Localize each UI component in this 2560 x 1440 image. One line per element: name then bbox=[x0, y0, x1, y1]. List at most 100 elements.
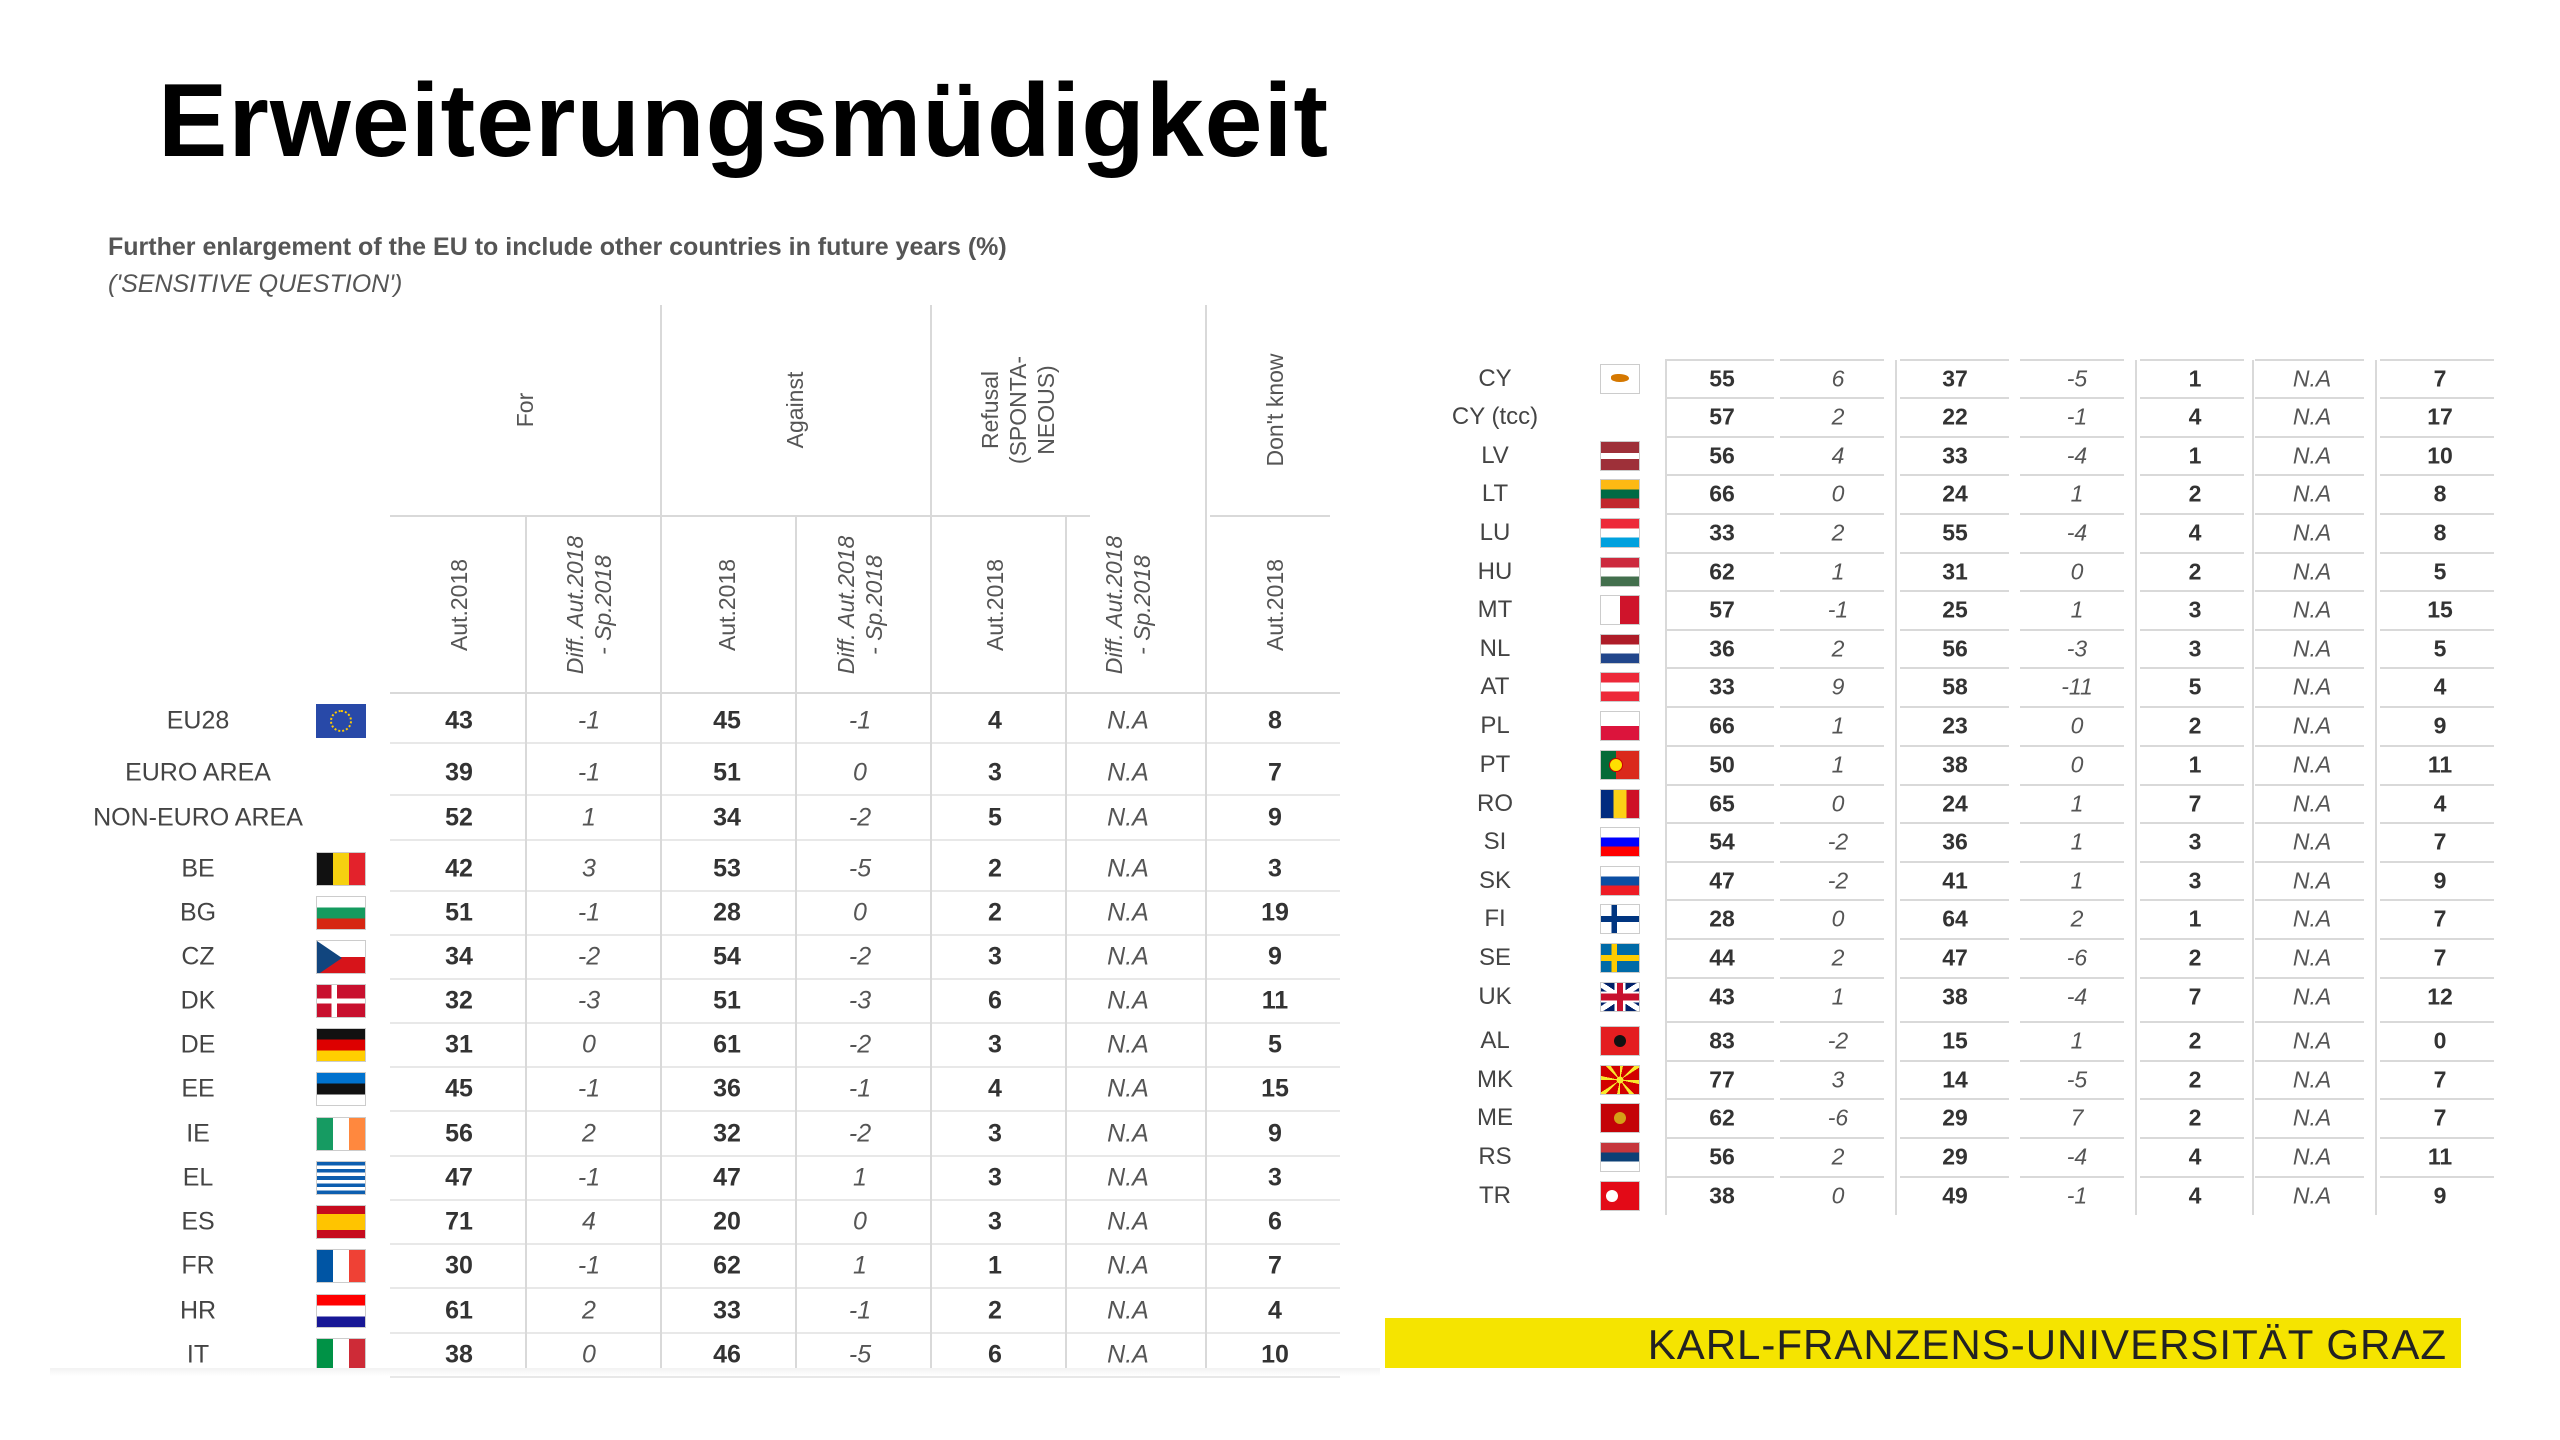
row-divider bbox=[390, 1332, 1340, 1334]
table-cell: 51 bbox=[445, 898, 473, 927]
row-divider bbox=[1780, 436, 1884, 438]
table-cell: 5 bbox=[1268, 1030, 1282, 1059]
table-cell: 36 bbox=[713, 1074, 741, 1103]
row-divider bbox=[2255, 784, 2364, 786]
bg-flag-icon bbox=[316, 896, 366, 930]
fr-flag-icon bbox=[316, 1249, 366, 1283]
table-cell: 45 bbox=[713, 706, 741, 735]
table-cell: N.A bbox=[2292, 1066, 2332, 1093]
table-cell: -2 bbox=[1827, 828, 1849, 855]
table-cell: 36 bbox=[1942, 828, 1968, 855]
table-cell: -2 bbox=[848, 942, 872, 971]
col-header-diff: Diff. Aut.2018- Sp.2018 bbox=[1100, 536, 1156, 675]
table-cell: 9 bbox=[2433, 712, 2447, 739]
el-flag-icon bbox=[316, 1161, 366, 1195]
university-name: KARL-FRANZENS-UNIVERSITÄT GRAZ bbox=[1647, 1321, 2447, 1368]
table-cell: 47 bbox=[713, 1163, 741, 1192]
table-cell: -4 bbox=[2066, 442, 2088, 469]
row-divider bbox=[2255, 397, 2364, 399]
row-label: ES bbox=[181, 1207, 215, 1236]
table-cell: 64 bbox=[1942, 905, 1968, 932]
table-cell: -4 bbox=[2066, 519, 2088, 546]
row-divider bbox=[2380, 513, 2494, 515]
row-divider bbox=[1665, 938, 1774, 940]
table-cell: 0 bbox=[853, 898, 867, 927]
col-header-aut: Aut.2018 bbox=[714, 558, 740, 652]
row-divider bbox=[2020, 590, 2124, 592]
row-divider bbox=[1900, 590, 2009, 592]
table-cell: 1 bbox=[1831, 558, 1845, 585]
row-divider bbox=[2140, 745, 2244, 747]
row-divider bbox=[2140, 552, 2244, 554]
table-cell: N.A bbox=[2292, 558, 2332, 585]
table-cell: 11 bbox=[1261, 986, 1289, 1015]
table-cell: 53 bbox=[713, 854, 741, 883]
table-cell: 33 bbox=[713, 1296, 741, 1325]
table-cell: 2 bbox=[2188, 944, 2202, 971]
row-divider bbox=[1900, 629, 2009, 631]
cy-island-icon bbox=[1611, 373, 1629, 382]
table-cell: N.A bbox=[2292, 1027, 2332, 1054]
table-cell: -2 bbox=[848, 803, 872, 832]
table-cell: 2 bbox=[1831, 1143, 1845, 1170]
al-emblem-icon bbox=[1614, 1035, 1626, 1047]
row-divider bbox=[1665, 359, 1774, 361]
row-divider bbox=[2255, 706, 2364, 708]
table-cell: 3 bbox=[988, 1030, 1002, 1059]
table-cell: N.A bbox=[2292, 944, 2332, 971]
table-cell: 83 bbox=[1709, 1027, 1735, 1054]
table-cell: -1 bbox=[577, 1074, 601, 1103]
table-cell: 28 bbox=[713, 898, 741, 927]
table-cell: 0 bbox=[2070, 751, 2084, 778]
table-cell: 56 bbox=[1709, 1143, 1735, 1170]
table-cell: 52 bbox=[445, 803, 473, 832]
row-divider bbox=[390, 1022, 1340, 1024]
table-cell: 2 bbox=[2188, 1027, 2202, 1054]
ro-flag-icon bbox=[1600, 789, 1640, 819]
table-cell: 2 bbox=[1831, 944, 1845, 971]
row-divider bbox=[1900, 513, 2009, 515]
table-cell: 47 bbox=[1709, 867, 1735, 894]
table-cell: 3 bbox=[2188, 635, 2202, 662]
table-cell: 0 bbox=[1831, 1182, 1845, 1209]
row-divider bbox=[2380, 706, 2494, 708]
row-label: EL bbox=[182, 1163, 214, 1192]
row-divider bbox=[2255, 822, 2364, 824]
me-flag-icon bbox=[1600, 1103, 1640, 1133]
row-divider bbox=[2140, 784, 2244, 786]
row-label: FR bbox=[181, 1251, 215, 1280]
row-label: HR bbox=[179, 1296, 217, 1325]
table-cell: 0 bbox=[2433, 1027, 2447, 1054]
table-cell: 54 bbox=[1709, 828, 1735, 855]
row-divider bbox=[2380, 590, 2494, 592]
row-divider bbox=[1780, 1098, 1884, 1100]
table-cell: 4 bbox=[582, 1207, 596, 1236]
col-header-diff-line: - Sp.2018 bbox=[1129, 555, 1155, 655]
table-cell: 62 bbox=[1709, 558, 1735, 585]
row-divider bbox=[2255, 359, 2364, 361]
table-cell: 11 bbox=[2427, 1143, 2453, 1170]
table-cell: 2 bbox=[988, 898, 1002, 927]
table-cell: 31 bbox=[1942, 558, 1968, 585]
table-cell: 2 bbox=[988, 1296, 1002, 1325]
table-cell: 33 bbox=[1942, 442, 1968, 469]
row-divider bbox=[390, 742, 1340, 744]
col-header-aut: Aut.2018 bbox=[1262, 558, 1288, 652]
row-divider bbox=[1900, 1137, 2009, 1139]
table-cell: N.A bbox=[2292, 1104, 2332, 1131]
group-header-against: Against bbox=[782, 371, 808, 449]
table-cell: 19 bbox=[1261, 898, 1289, 927]
table-cell: 10 bbox=[2427, 442, 2453, 469]
table-cell: N.A bbox=[2292, 828, 2332, 855]
row-divider bbox=[2020, 1176, 2124, 1178]
row-divider bbox=[390, 839, 1340, 841]
table-cell: -1 bbox=[577, 1251, 601, 1280]
row-divider bbox=[2140, 861, 2244, 863]
table-cell: 37 bbox=[1942, 365, 1968, 392]
fi-flag-icon bbox=[1600, 904, 1640, 934]
table-cell: 49 bbox=[1942, 1182, 1968, 1209]
row-divider bbox=[2020, 1098, 2124, 1100]
table-cell: 57 bbox=[1709, 596, 1735, 623]
row-divider bbox=[1900, 706, 2009, 708]
row-divider bbox=[2140, 359, 2244, 361]
